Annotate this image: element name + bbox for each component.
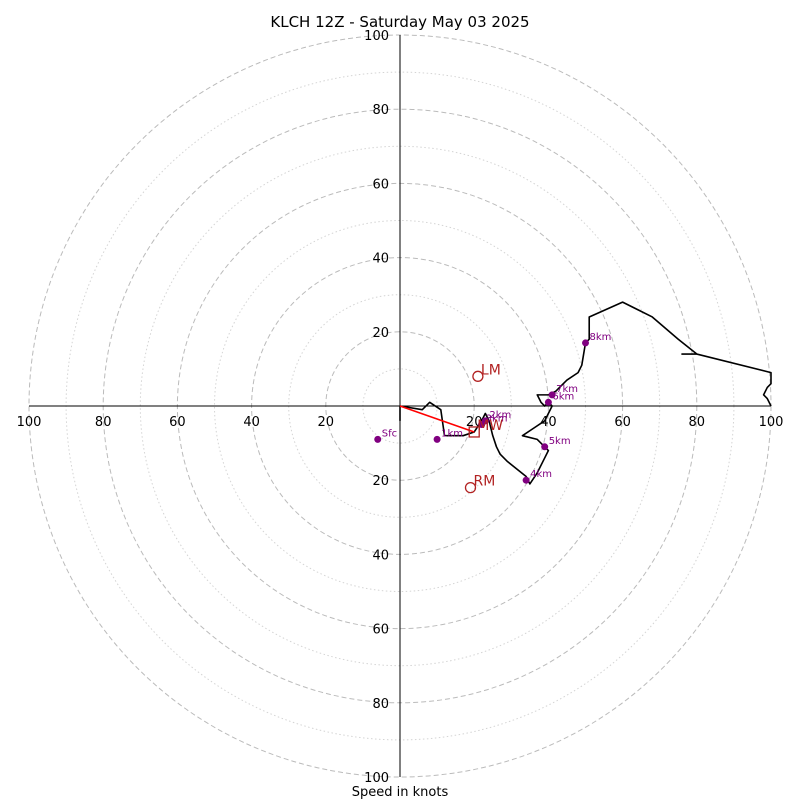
y-tick-label: 60 [372,623,389,638]
height-marker-4km [522,476,530,484]
storm-marker-mw [468,426,480,438]
height-label-sfc: Sfc [382,428,397,439]
x-tick-label: 60 [169,415,186,430]
x-tick-label: 20 [318,415,335,430]
storm-motion-markers: MW LM RM [464,362,503,494]
chart-title: KLCH 12Z - Saturday May 03 2025 [270,13,529,31]
storm-label-lm: LM [481,362,501,378]
storm-marker-rm [464,481,477,494]
storm-marker-lm [472,370,484,382]
shear-vector [399,405,475,433]
height-label-8km: 8km [590,332,612,343]
y-tick-label: 100 [364,771,389,786]
y-tick-label: 80 [372,697,389,712]
x-tick-label: 100 [759,415,784,430]
height-label-7km: 7km [556,384,578,395]
height-label-3km: 3km [486,414,508,425]
x-tick-label: 80 [689,415,706,430]
x-tick-label: 100 [17,415,42,430]
height-marker-8km [582,339,589,347]
height-marker-sfc [374,435,382,443]
height-label-6km: 6km [552,391,574,402]
y-tick-label: 60 [372,177,389,192]
shear-vector-line [399,405,475,433]
height-label-2km: 2km [489,410,511,421]
x-tick-label: 40 [243,415,260,430]
hodograph-trace [399,301,772,485]
height-marker-5km [541,443,549,451]
storm-label-rm: RM [473,474,495,490]
x-tick-labels: 100 80 60 40 20 20 40 60 80 100 [17,415,784,430]
y-tick-label: 80 [372,103,389,118]
height-marker-3km [478,421,486,429]
storm-label-mw: MW [477,418,503,434]
y-tick-label: 20 [372,326,389,341]
x-tick-label: 60 [614,415,631,430]
height-marker-6km [544,398,552,406]
height-label-4km: 4km [530,469,552,480]
y-tick-label: 40 [372,548,389,563]
y-tick-label: 100 [364,29,389,44]
height-marker-1km [433,435,441,443]
y-tick-label: 40 [372,252,389,267]
y-tick-labels: 100 80 60 40 20 20 40 60 80 100 [364,29,389,786]
height-label-1km: 1km [441,428,463,439]
x-tick-label: 40 [540,415,557,430]
x-axis-label: Speed in knots [352,785,449,800]
hodograph-line [399,301,772,485]
x-tick-label: 80 [95,415,112,430]
y-tick-label: 20 [372,474,389,489]
height-label-5km: 5km [549,436,571,447]
height-marker-7km [548,391,556,399]
